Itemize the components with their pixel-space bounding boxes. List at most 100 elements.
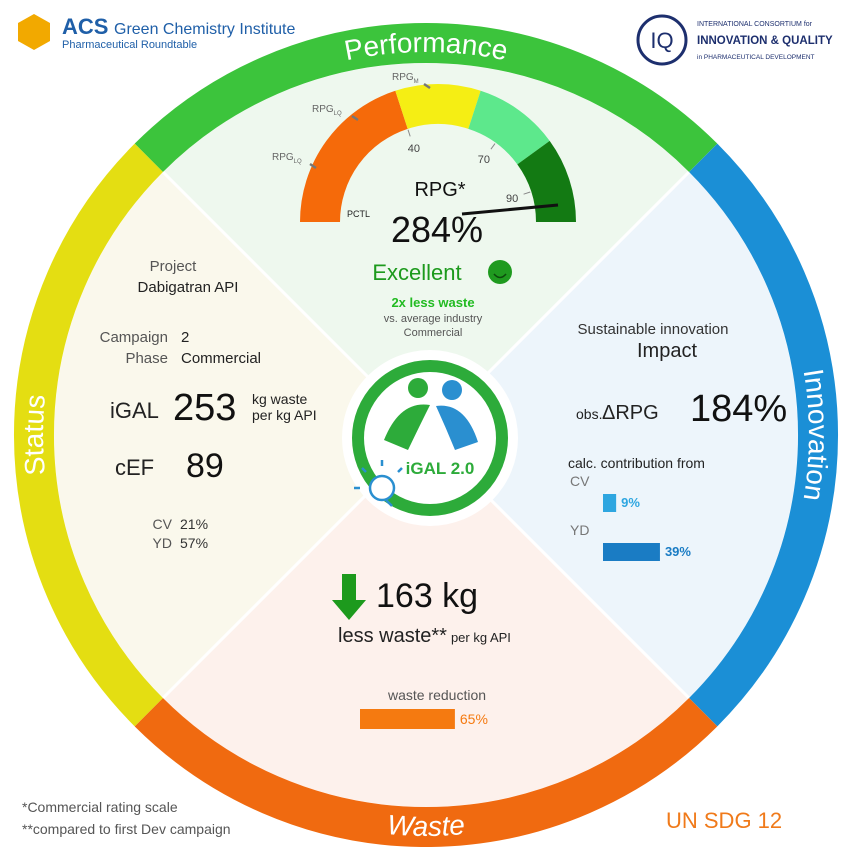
down-arrow bbox=[332, 574, 366, 620]
ring-performance bbox=[134, 22, 718, 172]
gauge-marker-sub: LQ bbox=[334, 111, 342, 117]
gauge-segment bbox=[516, 140, 577, 223]
innovation-label: obs. bbox=[576, 406, 602, 422]
status-unit: per kg API bbox=[252, 407, 317, 423]
ring-label-bottom: Waste bbox=[386, 809, 466, 842]
center-logo-figure bbox=[436, 405, 478, 450]
gauge-segment bbox=[300, 90, 409, 223]
status-label: CV bbox=[153, 516, 173, 532]
gauge-marker-pointer bbox=[309, 162, 317, 170]
iq-line: INNOVATION & QUALITY bbox=[697, 35, 833, 47]
innovation-bar-label: 39% bbox=[665, 544, 691, 559]
ring-innovation bbox=[689, 143, 839, 727]
waste-amount: 163 kg bbox=[376, 577, 478, 615]
performance-note: Commercial bbox=[404, 327, 463, 339]
innovation-value: 184% bbox=[690, 388, 787, 430]
gauge-marker-name: RPG bbox=[272, 152, 294, 163]
status-unit: kg waste bbox=[252, 391, 307, 407]
footnote: *Commercial rating scale bbox=[22, 799, 178, 815]
gauge-tick-label: 70 bbox=[478, 154, 490, 166]
gauge-marker-sub: LQ bbox=[294, 159, 302, 165]
gauge-marker: RPGM bbox=[392, 72, 419, 85]
gauge-marker-pointer bbox=[423, 82, 431, 90]
gauge-tick bbox=[407, 129, 411, 137]
gauge-segment bbox=[467, 90, 550, 165]
gauge-marker-name: RPG bbox=[312, 104, 334, 115]
gauge-tick bbox=[490, 143, 496, 150]
smile-icon bbox=[493, 273, 507, 279]
footnote: **compared to first Dev campaign bbox=[22, 821, 231, 837]
gauge-pctl: PCTL bbox=[347, 209, 370, 219]
performance-value: 284% bbox=[391, 209, 483, 250]
center-logo bbox=[342, 350, 518, 526]
smile-icon bbox=[488, 260, 512, 284]
status-label: Campaign bbox=[100, 329, 168, 346]
ring-label: Status bbox=[18, 393, 51, 476]
innovation-subtitle: Impact bbox=[637, 340, 697, 362]
innovation-contrib: calc. contribution from bbox=[568, 455, 705, 471]
waste-quadrant bbox=[163, 435, 689, 807]
ring-waste bbox=[134, 698, 718, 847]
iq-line: in PHARMACEUTICAL DEVELOPMENT bbox=[697, 54, 815, 61]
acs-title: Green Chemistry Institute bbox=[114, 21, 296, 38]
acs-logo bbox=[18, 14, 50, 50]
status-quadrant bbox=[54, 172, 427, 698]
waste-unit: per kg API bbox=[451, 630, 511, 645]
waste-label-main: less waste** bbox=[338, 625, 447, 647]
status-label: Phase bbox=[125, 350, 168, 367]
center-title: iGAL 2.0 bbox=[406, 459, 475, 478]
innovation-bar-name: YD bbox=[570, 522, 589, 538]
status-label: cEF bbox=[115, 455, 154, 480]
iq-line: INTERNATIONAL CONSORTIUM for bbox=[697, 21, 813, 28]
performance-metric: RPG* bbox=[414, 179, 465, 201]
innovation-bar-label: 9% bbox=[621, 495, 640, 510]
center-logo-figure bbox=[408, 378, 428, 398]
gauge-marker-pointer bbox=[351, 114, 359, 122]
gauge-marker-name: RPG bbox=[392, 72, 414, 83]
center-logo-figure bbox=[442, 380, 462, 400]
status-label: iGAL bbox=[110, 398, 159, 423]
ring-label-right: Innovation bbox=[798, 367, 834, 503]
performance-note: 2x less waste bbox=[391, 295, 474, 310]
acs-subtitle: Pharmaceutical Roundtable bbox=[62, 39, 197, 51]
iq-mark: IQ bbox=[650, 28, 673, 53]
status-value: 21% bbox=[180, 516, 208, 532]
status-label: YD bbox=[153, 535, 172, 551]
status-value: 57% bbox=[180, 535, 208, 551]
innovation-bar-name: CV bbox=[570, 473, 590, 489]
ring-label: Waste bbox=[386, 809, 466, 842]
performance-note: vs. average industry bbox=[384, 313, 483, 325]
gauge-marker: RPGLQ bbox=[312, 104, 342, 117]
ring-label-left: Status bbox=[18, 393, 51, 476]
center-logo-ring bbox=[352, 360, 508, 516]
status-value: Commercial bbox=[181, 350, 261, 367]
bulb-icon bbox=[368, 474, 396, 502]
innovation-title: Sustainable innovation bbox=[578, 321, 729, 338]
status-value: 253 bbox=[173, 387, 236, 429]
status-value: 89 bbox=[186, 447, 224, 485]
status-value: Dabigatran API bbox=[138, 279, 239, 296]
gauge-segment bbox=[395, 84, 481, 130]
acs-name: ACS bbox=[62, 14, 108, 39]
innovation-bar bbox=[603, 543, 660, 561]
waste-label: less waste** per kg API bbox=[338, 625, 511, 647]
innovation-quadrant bbox=[426, 172, 798, 698]
innovation-bar bbox=[603, 494, 617, 512]
gauge-tick bbox=[523, 191, 531, 195]
performance-rating: Excellent bbox=[372, 260, 461, 285]
bulb-icon bbox=[354, 460, 403, 507]
gauge-marker: RPGLQ bbox=[272, 152, 302, 165]
status-label: Project bbox=[150, 258, 198, 275]
sdg-label: UN SDG 12 bbox=[666, 808, 782, 833]
gauge-needle bbox=[461, 203, 559, 216]
ring-status bbox=[13, 143, 163, 727]
gauge-tick-label: 90 bbox=[506, 193, 518, 205]
ring-label: Innovation bbox=[798, 367, 834, 503]
gauge: 40 70 90 bbox=[300, 84, 577, 223]
status-value: 2 bbox=[181, 329, 189, 346]
center-logo-figure bbox=[384, 404, 430, 450]
waste-bar-label: 65% bbox=[460, 711, 488, 727]
innovation-label: ΔRPG bbox=[602, 402, 659, 424]
